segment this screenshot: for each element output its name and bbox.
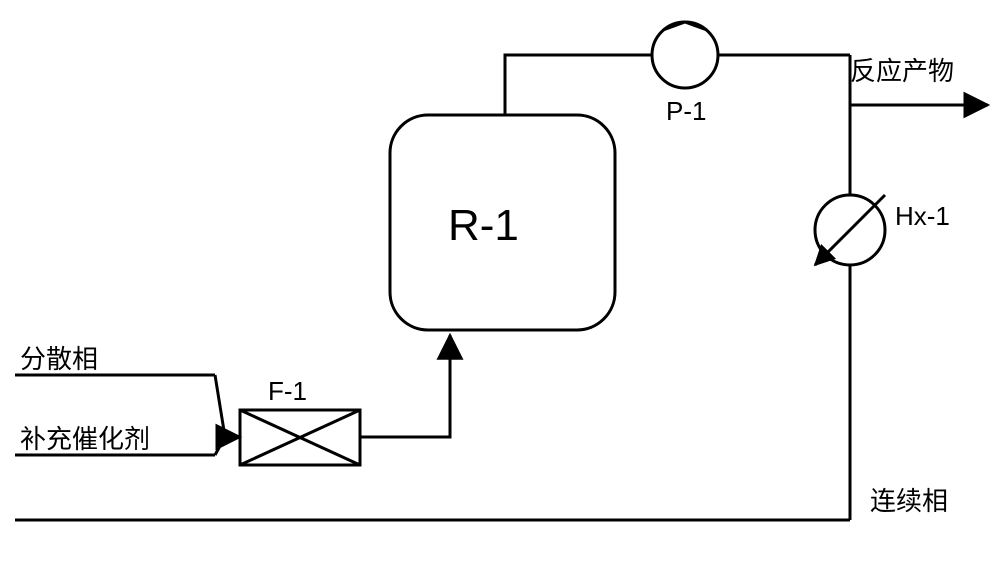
pump-label: P-1 (666, 96, 706, 126)
fiber-to-reactor (360, 335, 450, 437)
stream-dispersed-label: 分散相 (20, 344, 98, 374)
stream-makeup-label: 补充催化剂 (20, 424, 150, 454)
pump (652, 22, 718, 88)
reactor-to-pump (505, 55, 652, 115)
merge-upper-diag (215, 375, 225, 437)
fiber-unit (240, 410, 360, 465)
fiber-label: F-1 (268, 376, 307, 406)
process-flow-diagram: 分散相 补充催化剂 F-1 R-1 P-1 反应产物 Hx-1 (0, 0, 1000, 569)
continuous-label: 连续相 (870, 486, 948, 516)
heat-exchanger (815, 195, 885, 265)
product-label: 反应产物 (850, 56, 954, 86)
merge-lower-diag (215, 437, 225, 455)
hx-label: Hx-1 (895, 201, 950, 231)
reactor-label: R-1 (448, 201, 519, 250)
